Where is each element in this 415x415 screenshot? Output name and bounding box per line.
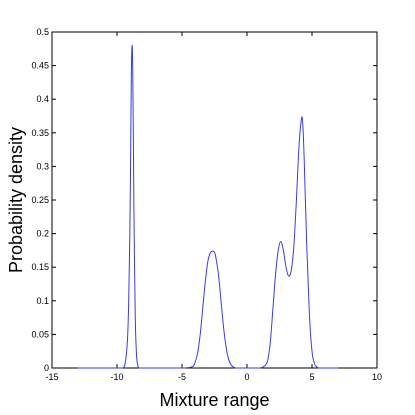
y-tick-label: 0.3 [36, 161, 49, 171]
y-axis-ticks [52, 31, 377, 369]
x-tick-label: 10 [372, 372, 382, 382]
x-axis-title: Mixture range [159, 390, 269, 410]
x-axis-ticks [51, 32, 378, 368]
x-tick-label: -5 [178, 372, 186, 382]
y-axis-title: Probability density [6, 127, 26, 273]
y-axis-tick-labels: 0 0.05 0.1 0.15 0.2 0.25 0.3 0.35 0.4 0.45 0.5 [31, 27, 49, 373]
x-tick-label: -10 [110, 372, 123, 382]
x-tick-label: 5 [309, 372, 314, 382]
y-tick-label: 0.5 [36, 27, 49, 37]
y-tick-label: 0.4 [36, 94, 49, 104]
x-tick-label: 0 [244, 372, 249, 382]
y-tick-label: 0.35 [31, 128, 49, 138]
y-tick-label: 0.05 [31, 329, 49, 339]
plot-frame [51, 31, 378, 369]
y-tick-label: 0.25 [31, 195, 49, 205]
y-tick-label: 0 [44, 363, 49, 373]
y-tick-label: 0.2 [36, 229, 49, 239]
x-axis-tick-labels: -15 -10 -5 0 5 10 [45, 372, 382, 382]
y-tick-label: 0.15 [31, 262, 49, 272]
density-curve [78, 44, 338, 369]
x-tick-label: -15 [45, 372, 58, 382]
y-tick-label: 0.45 [31, 61, 49, 71]
y-tick-label: 0.1 [36, 296, 49, 306]
